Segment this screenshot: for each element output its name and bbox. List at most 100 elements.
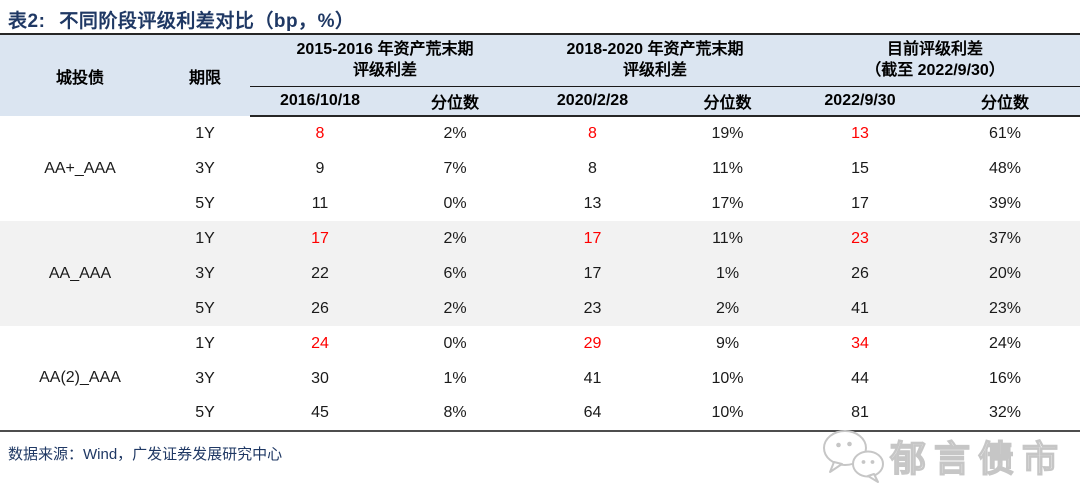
spread-cell: 17: [851, 194, 869, 212]
table-row: 3Y 9 7% 8 11% 15 48%: [0, 151, 1080, 186]
group-header-line1: 2018-2020 年资产荒末期: [566, 40, 744, 58]
spread-cell: 26: [790, 256, 930, 291]
tenor-cell: 5Y: [195, 194, 215, 212]
percentile-cell: 16%: [988, 369, 1022, 387]
percentile-cell: 6%: [390, 256, 520, 291]
rating-group-label: AA_AAA: [0, 221, 160, 326]
spread-cell: 41: [583, 369, 602, 387]
subheader-percentile-2: 分位数: [665, 86, 790, 117]
percentile-cell: 37%: [930, 221, 1080, 256]
subheader-date-1: 2016/10/18: [250, 86, 390, 117]
spread-cell: 22: [250, 256, 390, 291]
percentile-cell: 61%: [988, 125, 1022, 142]
percentile-cell: 10%: [711, 404, 744, 421]
percentile-cell: 48%: [988, 159, 1022, 177]
percentile-cell: 2%: [443, 125, 467, 142]
tenor-cell: 3Y: [195, 159, 215, 177]
table-row: 5Y 45 8% 64 10% 81 32%: [0, 396, 1080, 431]
table-title: 表2: 不同阶段评级利差对比（bp，%）: [0, 0, 1080, 33]
percentile-cell: 11%: [712, 159, 743, 177]
percentile-cell: 11%: [665, 221, 790, 256]
subheader-date-2: 2020/2/28: [520, 86, 665, 117]
subheader-date-3: 2022/9/30: [790, 86, 930, 117]
group-header-2015-2016: 2015-2016 年资产荒末期 评级利差: [250, 34, 520, 87]
spread-cell: 41: [790, 291, 930, 326]
subheader-percentile-1: 分位数: [390, 86, 520, 117]
spread-cell: 30: [311, 369, 329, 387]
group-header-line2: 评级利差: [622, 62, 687, 80]
group-header-line2: 评级利差: [352, 62, 417, 80]
percentile-cell: 20%: [930, 256, 1080, 291]
spread-cell: 81: [851, 404, 869, 421]
spread-cell: 29: [583, 334, 602, 352]
table-row: AA_AAA 1Y 17 2% 17 11% 23 37%: [0, 221, 1080, 326]
table-row: 3Y 30 1% 41 10% 44 16%: [0, 361, 1080, 396]
spread-cell: 13: [851, 125, 869, 142]
spread-cell: 23: [520, 291, 665, 326]
spread-cell: 24: [311, 334, 329, 352]
percentile-cell: 19%: [711, 125, 744, 142]
spread-cell: 26: [250, 291, 390, 326]
spread-cell: 34: [851, 334, 869, 352]
col-header-tenor: 期限: [160, 34, 250, 116]
rating-spread-table: 城投债 期限 2015-2016 年资产荒末期 评级利差 2018-2020 年…: [0, 33, 1080, 432]
subheader-percentile-3: 分位数: [930, 86, 1080, 117]
percentile-cell: 8%: [443, 404, 467, 421]
percentile-cell: 17%: [711, 194, 744, 212]
percentile-cell: 1%: [443, 369, 467, 387]
rating-group-label: AA+_AAA: [44, 159, 116, 177]
group-header-current: 目前评级利差 （截至 2022/9/30）: [790, 34, 1080, 87]
spread-cell: 23: [790, 221, 930, 256]
tenor-cell: 5Y: [195, 404, 215, 421]
table-row: 3Y 22 6% 17 1% 26 20%: [0, 256, 1080, 291]
tenor-cell: 1Y: [160, 221, 250, 256]
spread-cell: 8: [588, 125, 597, 142]
percentile-cell: 24%: [988, 334, 1022, 352]
spread-cell: 17: [520, 256, 665, 291]
table-row: 5Y 11 0% 13 17% 17 39%: [0, 186, 1080, 221]
table-row: AA(2)_AAA 1Y 24 0% 29 9% 34 24%: [0, 326, 1080, 387]
spread-cell: 8: [588, 159, 597, 177]
header-row-subcolumns: 2016/10/18 分位数 2020/2/28 分位数 2022/9/30 分…: [0, 86, 1080, 117]
percentile-cell: 23%: [930, 291, 1080, 326]
spread-cell: 17: [250, 221, 390, 256]
group-header-line2: （截至 2022/9/30）: [865, 62, 1005, 80]
spread-cell: 44: [851, 369, 869, 387]
table-title-text: 不同阶段评级利差对比（bp，%）: [59, 11, 355, 32]
percentile-cell: 9%: [715, 334, 740, 352]
group-header-line1: 2015-2016 年资产荒末期: [296, 40, 474, 58]
spread-cell: 64: [583, 404, 602, 421]
group-header-2018-2020: 2018-2020 年资产荒末期 评级利差: [520, 34, 790, 87]
percentile-cell: 7%: [443, 159, 467, 177]
percentile-cell: 2%: [665, 291, 790, 326]
tenor-cell: 3Y: [160, 256, 250, 291]
table-row: AA+_AAA 1Y 8 2% 8 19% 13 61%: [0, 116, 1080, 177]
tenor-cell: 5Y: [160, 291, 250, 326]
table-row: 5Y 26 2% 23 2% 41 23%: [0, 291, 1080, 326]
tenor-cell: 1Y: [195, 334, 215, 352]
spread-cell: 45: [311, 404, 329, 421]
group-header-line1: 目前评级利差: [887, 40, 984, 58]
spread-cell: 15: [851, 159, 869, 177]
tenor-cell: 1Y: [195, 124, 215, 142]
percentile-cell: 10%: [711, 369, 744, 387]
tenor-cell: 3Y: [195, 369, 215, 387]
spread-cell: 11: [311, 194, 329, 212]
spread-cell: 8: [315, 125, 325, 142]
percentile-cell: 0%: [443, 334, 467, 352]
rating-group-label: AA(2)_AAA: [39, 369, 121, 386]
col-header-bond-type: 城投债: [0, 34, 160, 116]
table-title-prefix: 表2:: [8, 11, 46, 32]
header-row-groups: 城投债 期限 2015-2016 年资产荒末期 评级利差 2018-2020 年…: [0, 34, 1080, 116]
percentile-cell: 32%: [988, 404, 1022, 421]
data-source-note: 数据来源：Wind，广发证券发展研究中心: [8, 446, 283, 463]
percentile-cell: 2%: [390, 221, 520, 256]
spread-cell: 17: [520, 221, 665, 256]
percentile-cell: 39%: [988, 194, 1022, 212]
percentile-cell: 1%: [665, 256, 790, 291]
spread-cell: 9: [315, 159, 325, 177]
percentile-cell: 2%: [390, 291, 520, 326]
percentile-cell: 0%: [443, 194, 467, 212]
spread-cell: 13: [583, 194, 602, 212]
